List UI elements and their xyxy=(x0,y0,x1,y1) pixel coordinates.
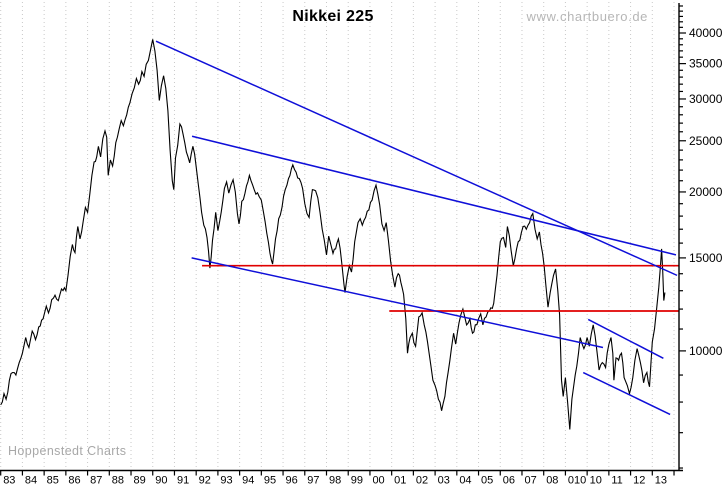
svg-text:94: 94 xyxy=(242,475,254,486)
svg-text:03: 03 xyxy=(438,475,450,486)
svg-text:89: 89 xyxy=(134,475,146,486)
svg-text:25000: 25000 xyxy=(689,134,723,148)
svg-text:90: 90 xyxy=(155,475,167,486)
svg-text:02: 02 xyxy=(416,475,428,486)
svg-text:04: 04 xyxy=(459,475,471,486)
svg-text:87: 87 xyxy=(90,475,102,486)
svg-text:99: 99 xyxy=(351,475,363,486)
svg-text:10: 10 xyxy=(590,475,602,486)
chart-title: Nikkei 225 xyxy=(292,8,374,25)
svg-text:05: 05 xyxy=(481,475,493,486)
svg-text:10000: 10000 xyxy=(689,344,723,358)
svg-text:86: 86 xyxy=(68,475,80,486)
svg-text:30000: 30000 xyxy=(689,92,723,106)
svg-text:93: 93 xyxy=(220,475,232,486)
svg-text:97: 97 xyxy=(307,475,319,486)
svg-text:08: 08 xyxy=(546,475,558,486)
svg-text:13: 13 xyxy=(655,475,667,486)
svg-text:84: 84 xyxy=(25,475,37,486)
svg-text:35000: 35000 xyxy=(689,57,723,71)
svg-text:95: 95 xyxy=(264,475,276,486)
svg-text:15000: 15000 xyxy=(689,251,723,265)
svg-text:88: 88 xyxy=(112,475,124,486)
brand-label: Hoppenstedt Charts xyxy=(8,444,127,458)
svg-text:96: 96 xyxy=(286,475,298,486)
svg-text:07: 07 xyxy=(524,475,536,486)
svg-text:91: 91 xyxy=(177,475,189,486)
svg-text:11: 11 xyxy=(611,475,622,486)
svg-text:20000: 20000 xyxy=(689,185,723,199)
svg-text:92: 92 xyxy=(199,475,211,486)
svg-text:06: 06 xyxy=(503,475,515,486)
svg-text:85: 85 xyxy=(47,475,59,486)
svg-text:010: 010 xyxy=(568,475,586,486)
svg-text:40000: 40000 xyxy=(689,26,723,40)
svg-text:00: 00 xyxy=(372,475,384,486)
watermark-url: www.chartbuero.de xyxy=(526,9,648,24)
svg-text:83: 83 xyxy=(3,475,15,486)
svg-text:98: 98 xyxy=(329,475,341,486)
svg-text:01: 01 xyxy=(394,475,406,486)
svg-text:12: 12 xyxy=(633,475,645,486)
